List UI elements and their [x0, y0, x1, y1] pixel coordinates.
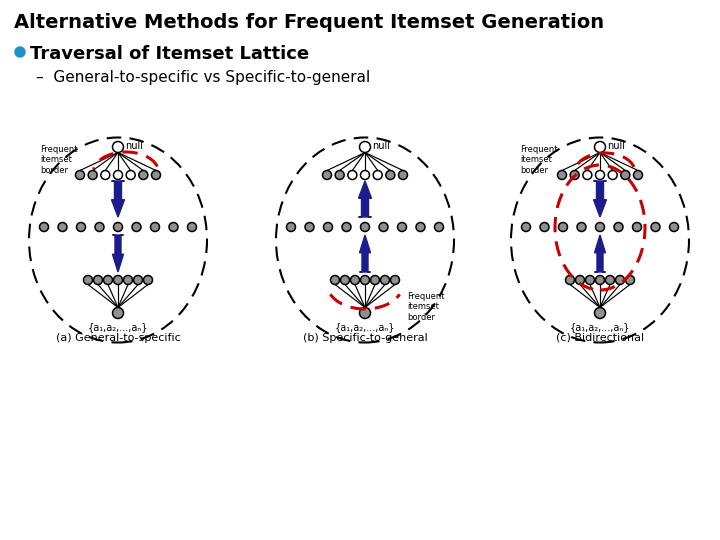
Polygon shape — [595, 235, 606, 272]
Polygon shape — [593, 181, 606, 217]
Circle shape — [126, 171, 135, 179]
Circle shape — [76, 171, 84, 179]
Polygon shape — [359, 181, 372, 217]
Circle shape — [348, 171, 357, 179]
Circle shape — [133, 275, 143, 285]
Circle shape — [621, 171, 630, 179]
Circle shape — [104, 275, 112, 285]
Circle shape — [540, 222, 549, 232]
Circle shape — [373, 171, 382, 179]
Circle shape — [595, 275, 605, 285]
Circle shape — [112, 141, 124, 152]
Circle shape — [397, 222, 407, 232]
Circle shape — [336, 171, 344, 179]
Circle shape — [416, 222, 425, 232]
Circle shape — [342, 222, 351, 232]
Circle shape — [570, 171, 579, 179]
Circle shape — [390, 275, 400, 285]
Circle shape — [150, 222, 160, 232]
Circle shape — [582, 171, 592, 179]
Circle shape — [95, 222, 104, 232]
Circle shape — [112, 307, 124, 319]
Circle shape — [670, 222, 678, 232]
Polygon shape — [112, 181, 125, 217]
Text: null: null — [372, 141, 390, 151]
Circle shape — [94, 275, 102, 285]
Text: –  General-to-specific vs Specific-to-general: – General-to-specific vs Specific-to-gen… — [36, 70, 370, 85]
Circle shape — [521, 222, 531, 232]
Circle shape — [40, 222, 48, 232]
Text: (c) Bidirectional: (c) Bidirectional — [556, 333, 644, 343]
Circle shape — [143, 275, 153, 285]
Circle shape — [139, 171, 148, 179]
Circle shape — [565, 275, 575, 285]
Circle shape — [114, 171, 122, 179]
Text: {a₁,a₂,...,aₙ}: {a₁,a₂,...,aₙ} — [335, 322, 395, 332]
Text: (b) Specific-to-general: (b) Specific-to-general — [302, 333, 428, 343]
Circle shape — [169, 222, 178, 232]
Circle shape — [323, 171, 331, 179]
Circle shape — [398, 171, 408, 179]
Circle shape — [101, 171, 110, 179]
Circle shape — [351, 275, 359, 285]
Circle shape — [616, 275, 624, 285]
Circle shape — [124, 275, 132, 285]
Circle shape — [651, 222, 660, 232]
Circle shape — [634, 171, 642, 179]
Circle shape — [359, 141, 371, 152]
Circle shape — [559, 222, 567, 232]
Circle shape — [379, 222, 388, 232]
Circle shape — [380, 275, 390, 285]
Circle shape — [359, 307, 371, 319]
Circle shape — [323, 222, 333, 232]
Circle shape — [434, 222, 444, 232]
Circle shape — [361, 275, 369, 285]
Circle shape — [595, 171, 605, 179]
Circle shape — [114, 222, 122, 232]
Text: Traversal of Itemset Lattice: Traversal of Itemset Lattice — [30, 45, 309, 63]
Circle shape — [626, 275, 634, 285]
Text: {a₁,a₂,...,aₙ}: {a₁,a₂,...,aₙ} — [88, 322, 148, 332]
Circle shape — [361, 171, 369, 179]
Circle shape — [577, 222, 586, 232]
Circle shape — [287, 222, 295, 232]
Circle shape — [151, 171, 161, 179]
Circle shape — [585, 275, 595, 285]
Circle shape — [58, 222, 67, 232]
Polygon shape — [112, 235, 124, 272]
Circle shape — [386, 171, 395, 179]
Circle shape — [557, 171, 567, 179]
Text: {a₁,a₂,...,aₙ}: {a₁,a₂,...,aₙ} — [570, 322, 630, 332]
Circle shape — [595, 222, 605, 232]
Circle shape — [341, 275, 349, 285]
Circle shape — [614, 222, 623, 232]
Text: Frequent
itemset
border: Frequent itemset border — [407, 292, 444, 322]
Circle shape — [84, 275, 92, 285]
Circle shape — [15, 47, 25, 57]
Circle shape — [361, 222, 369, 232]
Circle shape — [595, 141, 606, 152]
Circle shape — [606, 275, 614, 285]
Text: null: null — [125, 141, 143, 151]
Text: Alternative Methods for Frequent Itemset Generation: Alternative Methods for Frequent Itemset… — [14, 13, 604, 32]
Circle shape — [305, 222, 314, 232]
Text: Frequent
itemset
border: Frequent itemset border — [520, 145, 557, 175]
Circle shape — [76, 222, 86, 232]
Text: Frequent
itemset
border: Frequent itemset border — [40, 145, 78, 175]
Circle shape — [330, 275, 340, 285]
Circle shape — [595, 307, 606, 319]
Circle shape — [575, 275, 585, 285]
Circle shape — [632, 222, 642, 232]
Circle shape — [132, 222, 141, 232]
Circle shape — [88, 171, 97, 179]
Polygon shape — [359, 235, 371, 272]
Circle shape — [371, 275, 379, 285]
Circle shape — [114, 275, 122, 285]
Circle shape — [608, 171, 617, 179]
Circle shape — [187, 222, 197, 232]
Text: (a) General-to-specific: (a) General-to-specific — [55, 333, 181, 343]
Text: null: null — [607, 141, 625, 151]
